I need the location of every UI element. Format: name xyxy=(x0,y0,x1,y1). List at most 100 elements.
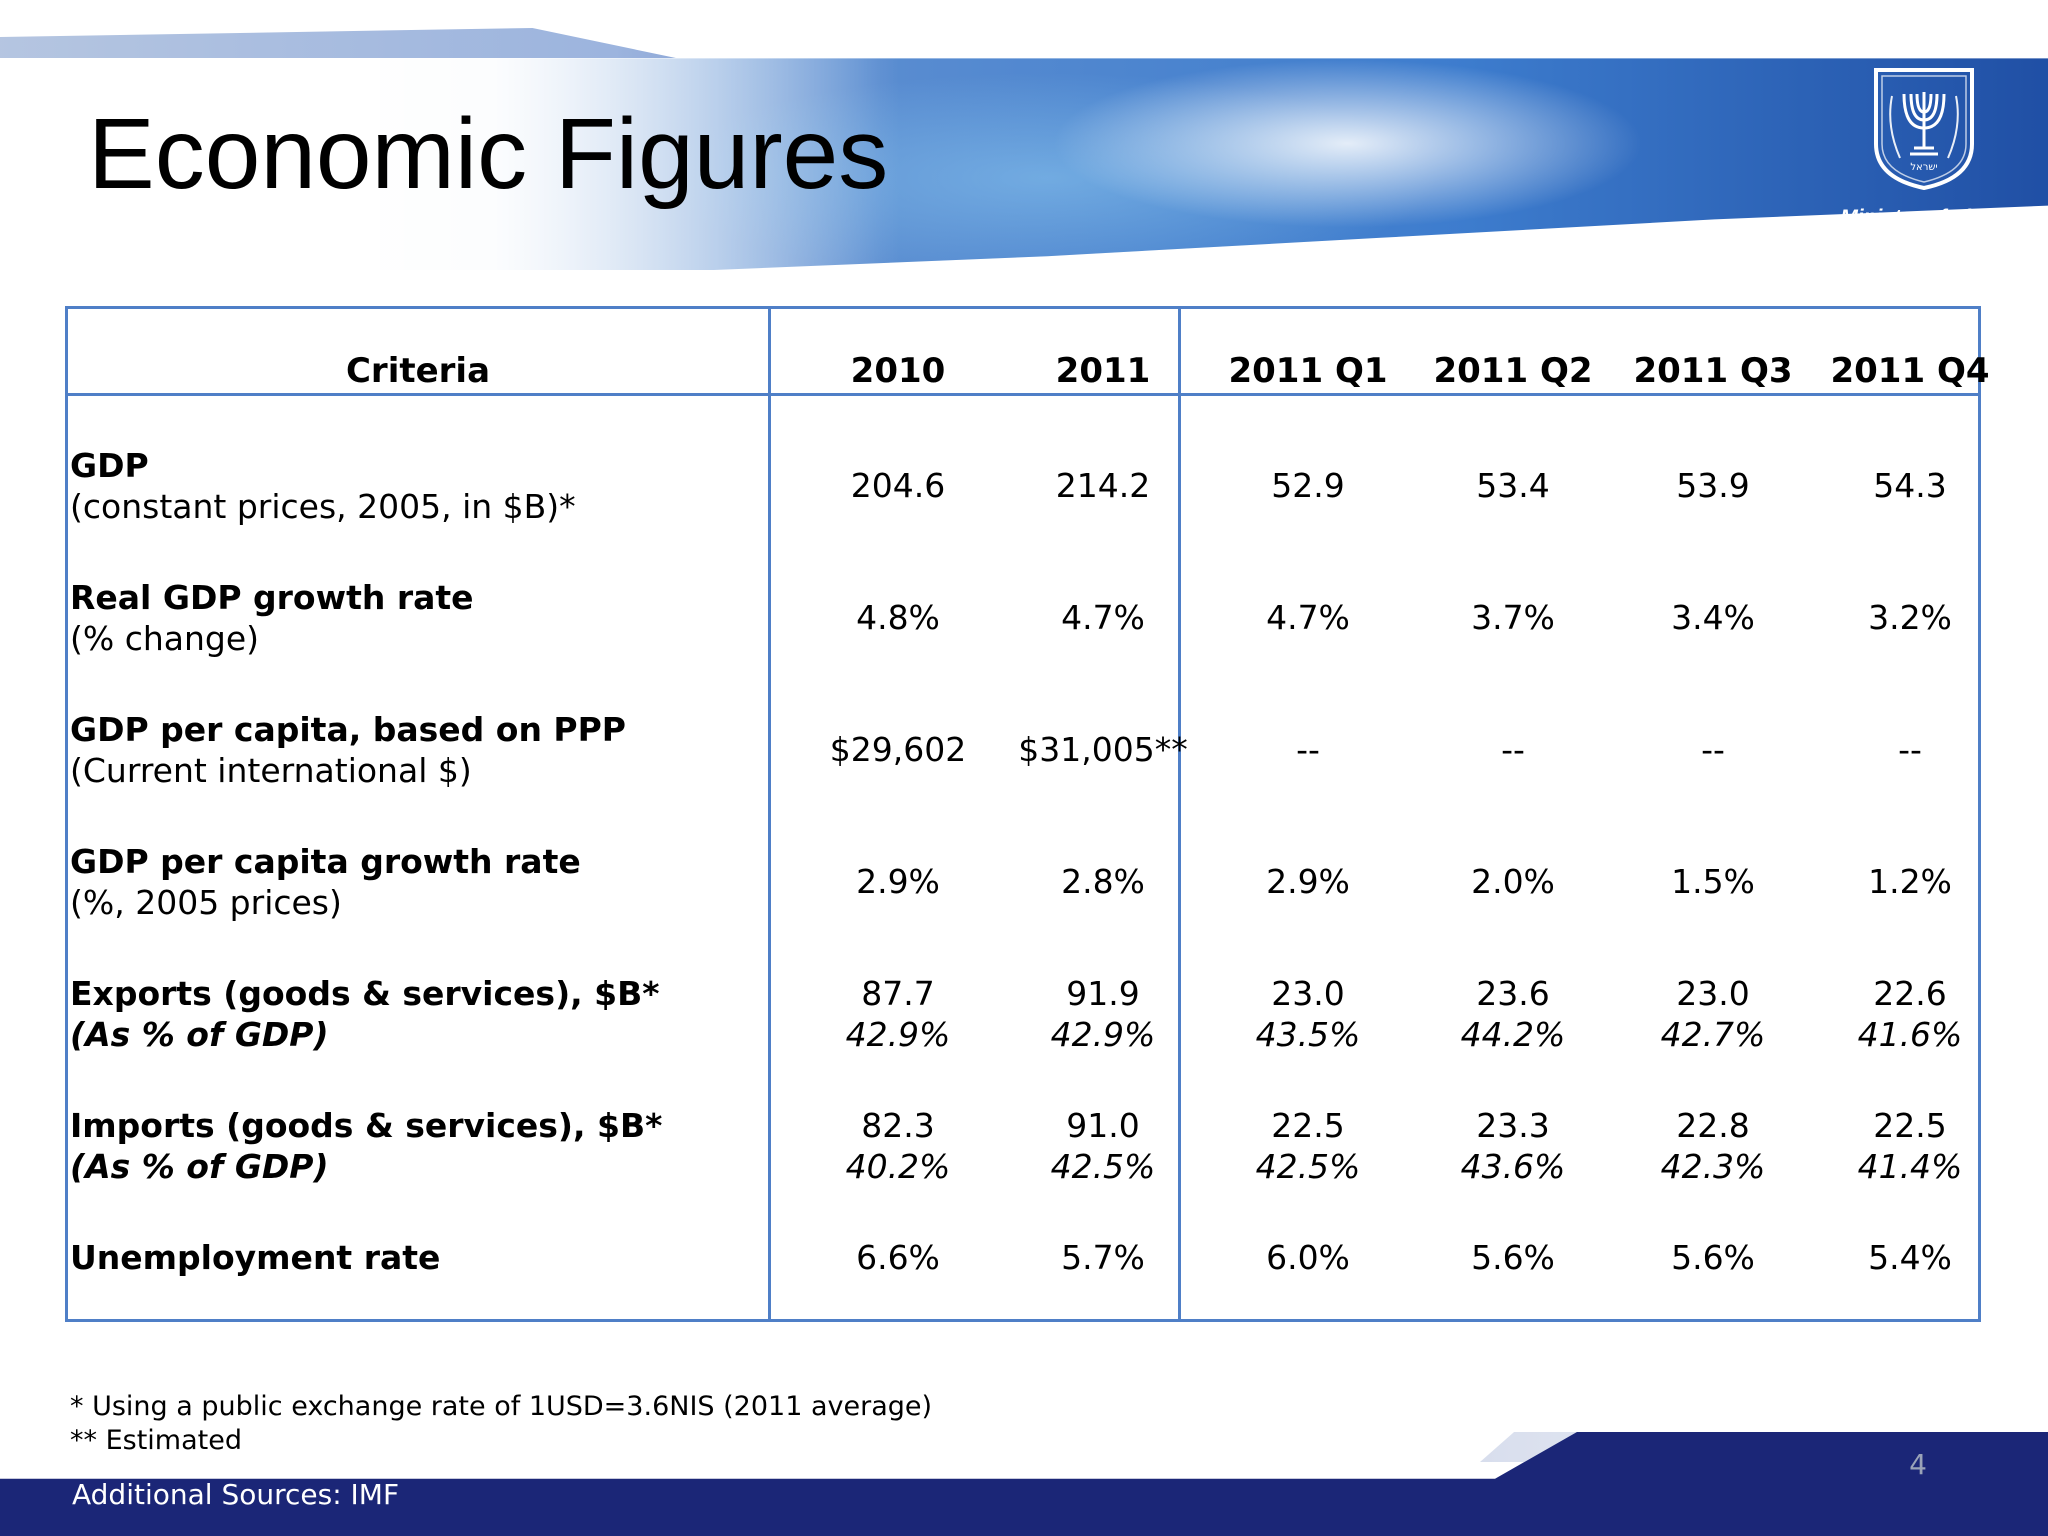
criteria-subtitle: (As % of GDP) xyxy=(70,1147,329,1186)
table-row: Unemployment rate 6.6% 5.7% 6.0% 5.6% 5.… xyxy=(68,1237,1978,1329)
value-percent: 42.3% xyxy=(1660,1147,1766,1186)
criteria-name: Exports (goods & services), $B* xyxy=(70,974,660,1013)
value-cell: 2.0% xyxy=(1471,862,1555,901)
value-cell: -- xyxy=(1501,730,1525,769)
value-percent: 42.5% xyxy=(1255,1147,1361,1186)
criteria-subtitle: (As % of GDP) xyxy=(70,1015,329,1054)
criteria-subtitle: (Current international $) xyxy=(70,751,472,790)
value-cell: -- xyxy=(1701,730,1725,769)
value-amount: 22.6 xyxy=(1873,974,1947,1013)
criteria-cell: Unemployment rate xyxy=(70,1237,760,1278)
value-cell: 4.7% xyxy=(1061,598,1145,637)
value-percent: 42.9% xyxy=(845,1015,951,1054)
value-amount: 82.3 xyxy=(861,1106,935,1145)
footnote-exchange-rate: * Using a public exchange rate of 1USD=3… xyxy=(70,1391,933,1422)
value-cell: 6.6% xyxy=(856,1238,940,1277)
value-cell: 1.5% xyxy=(1671,862,1755,901)
table-row: Exports (goods & services), $B* (As % of… xyxy=(68,973,1978,1065)
table-row: GDP per capita, based on PPP (Current in… xyxy=(68,709,1978,801)
table-row: Real GDP growth rate (% change) 4.8% 4.7… xyxy=(68,577,1978,669)
value-cell: 23.6 44.2% xyxy=(1423,973,1603,1055)
column-header-2011-q4: 2011 Q4 xyxy=(1830,351,1990,391)
value-cell: -- xyxy=(1898,730,1922,769)
value-cell: 5.6% xyxy=(1671,1238,1755,1277)
value-amount: 22.5 xyxy=(1271,1106,1345,1145)
criteria-subtitle: (%, 2005 prices) xyxy=(70,883,342,922)
criteria-cell: Real GDP growth rate (% change) xyxy=(70,577,760,659)
criteria-subtitle: (constant prices, 2005, in $B)* xyxy=(70,487,576,526)
value-cell: 82.3 40.2% xyxy=(808,1105,988,1187)
footnotes: * Using a public exchange rate of 1USD=3… xyxy=(70,1390,932,1458)
value-cell: 1.2% xyxy=(1868,862,1952,901)
column-header-2011-q3: 2011 Q3 xyxy=(1633,351,1793,391)
value-cell: 22.5 41.4% xyxy=(1820,1105,2000,1187)
criteria-name: Real GDP growth rate xyxy=(70,578,474,617)
criteria-cell: GDP per capita growth rate (%, 2005 pric… xyxy=(70,841,760,923)
criteria-cell: GDP (constant prices, 2005, in $B)* xyxy=(70,445,760,527)
criteria-name: Unemployment rate xyxy=(70,1238,441,1277)
column-header-2011-q1: 2011 Q1 xyxy=(1228,351,1388,391)
column-header-2011: 2011 xyxy=(1055,351,1151,391)
value-percent: 42.7% xyxy=(1660,1015,1766,1054)
column-header-criteria: Criteria xyxy=(345,351,491,391)
criteria-name: GDP per capita, based on PPP xyxy=(70,710,626,749)
value-cell: 5.4% xyxy=(1868,1238,1952,1277)
value-cell: 214.2 xyxy=(1055,466,1151,505)
value-cell: 3.2% xyxy=(1868,598,1952,637)
banner-swoosh xyxy=(0,28,2048,58)
criteria-cell: Exports (goods & services), $B* (As % of… xyxy=(70,973,760,1055)
slide-title: Economic Figures xyxy=(88,98,889,210)
value-cell: $29,602 xyxy=(829,730,967,769)
value-cell: 2.9% xyxy=(1266,862,1350,901)
table-divider xyxy=(1178,309,1181,1319)
value-cell: 23.3 43.6% xyxy=(1423,1105,1603,1187)
logo-hebrew-text: ישראל xyxy=(1910,162,1937,173)
value-amount: 91.9 xyxy=(1066,974,1140,1013)
value-percent: 43.6% xyxy=(1460,1147,1566,1186)
value-amount: 23.0 xyxy=(1676,974,1750,1013)
table-row: GDP (constant prices, 2005, in $B)* 204.… xyxy=(68,445,1978,537)
criteria-name: Imports (goods & services), $B* xyxy=(70,1106,663,1145)
column-header-2010: 2010 xyxy=(850,351,946,391)
value-cell: 91.0 42.5% xyxy=(1013,1105,1193,1187)
criteria-cell: Imports (goods & services), $B* (As % of… xyxy=(70,1105,760,1187)
value-cell: 5.6% xyxy=(1471,1238,1555,1277)
footnote-estimated: ** Estimated xyxy=(70,1425,242,1456)
value-cell: $31,005** xyxy=(1018,730,1188,769)
economic-figures-table: Criteria 2010 2011 2011 Q1 2011 Q2 2011 … xyxy=(65,306,1990,1322)
value-amount: 22.8 xyxy=(1676,1106,1750,1145)
value-percent: 41.4% xyxy=(1857,1147,1963,1186)
value-cell: 204.6 xyxy=(850,466,946,505)
logo-caption: Ministry of Finance xyxy=(1840,206,2032,229)
criteria-name: GDP xyxy=(70,446,149,485)
value-percent: 40.2% xyxy=(845,1147,951,1186)
ministry-logo: ישראל Ministry of Finance xyxy=(1836,60,2036,240)
value-percent: 42.9% xyxy=(1050,1015,1156,1054)
value-amount: 23.6 xyxy=(1476,974,1550,1013)
banner-fade xyxy=(0,40,900,270)
value-percent: 41.6% xyxy=(1857,1015,1963,1054)
table-divider xyxy=(768,309,771,1319)
value-amount: 22.5 xyxy=(1873,1106,1947,1145)
menorah-emblem-icon: ישראל xyxy=(1874,68,1974,191)
criteria-cell: GDP per capita, based on PPP (Current in… xyxy=(70,709,760,791)
value-cell: 53.9 xyxy=(1676,466,1750,505)
value-cell: 54.3 xyxy=(1873,466,1947,505)
value-percent: 44.2% xyxy=(1460,1015,1566,1054)
criteria-name: GDP per capita growth rate xyxy=(70,842,581,881)
value-cell: 2.8% xyxy=(1061,862,1145,901)
value-cell: 91.9 42.9% xyxy=(1013,973,1193,1055)
value-amount: 23.0 xyxy=(1271,974,1345,1013)
value-cell: 23.0 42.7% xyxy=(1623,973,1803,1055)
sources-text: Additional Sources: IMF xyxy=(72,1478,400,1511)
value-cell: 22.5 42.5% xyxy=(1218,1105,1398,1187)
page-number: 4 xyxy=(1909,1448,1927,1481)
value-cell: 23.0 43.5% xyxy=(1218,973,1398,1055)
value-cell: -- xyxy=(1296,730,1320,769)
value-cell: 22.6 41.6% xyxy=(1820,973,2000,1055)
value-percent: 42.5% xyxy=(1050,1147,1156,1186)
value-cell: 87.7 42.9% xyxy=(808,973,988,1055)
value-cell: 5.7% xyxy=(1061,1238,1145,1277)
value-cell: 52.9 xyxy=(1271,466,1345,505)
table-row: Imports (goods & services), $B* (As % of… xyxy=(68,1105,1978,1197)
